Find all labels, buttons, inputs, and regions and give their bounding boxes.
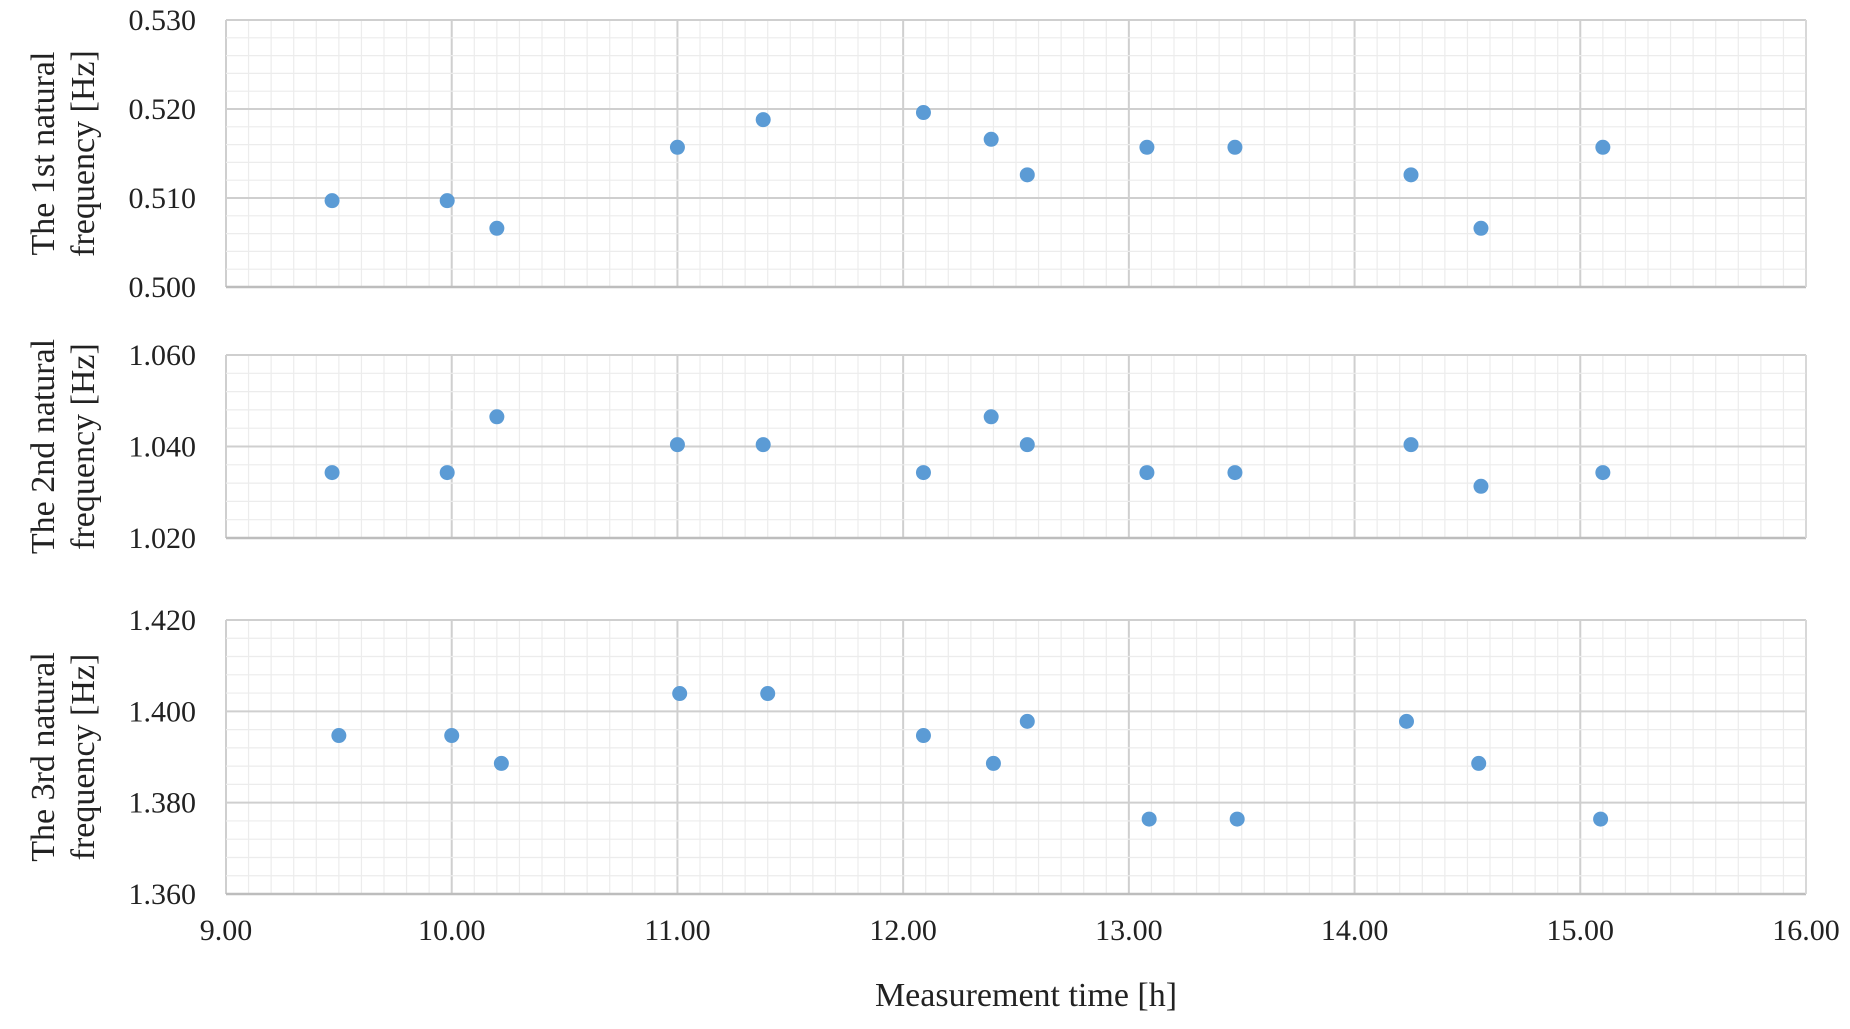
data-point	[672, 686, 688, 702]
data-point	[985, 755, 1001, 771]
y-tick-label: 1.380	[129, 787, 197, 820]
data-point	[439, 465, 455, 481]
data-point	[1139, 139, 1155, 155]
data-point	[915, 465, 931, 481]
y-tick-label: 0.520	[129, 93, 197, 126]
data-point	[1139, 465, 1155, 481]
data-point	[915, 728, 931, 744]
data-point	[1019, 713, 1035, 729]
x-tick-label: 11.00	[644, 914, 710, 947]
y-tick-label: 1.020	[129, 522, 197, 555]
panel-1st-natural-frequency: 0.500 0.510 0.520 0.530 The 1st naturalfrequ…	[25, 4, 1807, 304]
y-tick-label: 1.420	[129, 604, 197, 637]
data-point	[1227, 465, 1243, 481]
y-axis-title-line: The 2nd natural	[25, 339, 62, 554]
data-point	[755, 437, 771, 453]
data-point	[1398, 713, 1414, 729]
data-point	[324, 193, 340, 209]
y-axis-title-line: The 3rd natural	[25, 652, 62, 862]
x-tick-label: 13.00	[1095, 914, 1163, 947]
data-point	[489, 220, 505, 236]
y-axis-title: The 2nd naturalfrequency [Hz]	[25, 339, 102, 554]
y-tick-label: 1.040	[129, 431, 197, 464]
data-point	[1019, 167, 1035, 183]
data-point	[439, 193, 455, 209]
y-tick-label: 0.530	[129, 4, 197, 37]
data-point	[760, 686, 776, 702]
data-point	[983, 409, 999, 425]
y-axis-title-line: frequency [Hz]	[65, 654, 102, 861]
data-point	[1019, 437, 1035, 453]
y-tick-label: 0.500	[129, 271, 197, 304]
data-point	[489, 409, 505, 425]
y-tick-label: 1.060	[129, 339, 197, 372]
x-tick-label: 15.00	[1547, 914, 1615, 947]
data-point	[1229, 811, 1245, 827]
y-axis-title-line: frequency [Hz]	[65, 50, 102, 257]
x-tick-label: 14.00	[1321, 914, 1389, 947]
y-tick-label: 1.360	[129, 878, 197, 911]
data-point	[915, 105, 931, 121]
data-point	[1403, 437, 1419, 453]
data-point	[1403, 167, 1419, 183]
shared-x-axis: 9.00 10.00 11.00 12.00 13.00 14.00 15.00 16.00 M…	[200, 914, 1840, 1014]
data-point	[324, 465, 340, 481]
data-point	[1473, 220, 1489, 236]
data-point	[1471, 755, 1487, 771]
data-point	[331, 728, 347, 744]
panel-3rd-natural-frequency: 1.360 1.380 1.400 1.420 The 3rd naturalfrequ…	[25, 604, 1807, 911]
data-point	[1141, 811, 1157, 827]
data-point	[755, 112, 771, 128]
data-point	[493, 755, 509, 771]
x-tick-label: 16.00	[1772, 914, 1840, 947]
x-tick-label: 9.00	[200, 914, 253, 947]
x-tick-label: 10.00	[418, 914, 486, 947]
data-point	[1595, 465, 1611, 481]
y-axis-title-line: frequency [Hz]	[65, 343, 102, 550]
y-tick-label: 0.510	[129, 182, 197, 215]
data-point	[669, 437, 685, 453]
data-point	[669, 139, 685, 155]
data-point	[983, 131, 999, 147]
y-tick-label: 1.400	[129, 695, 197, 728]
data-point	[1473, 478, 1489, 494]
x-axis-title: Measurement time [h]	[875, 977, 1177, 1014]
data-point	[1227, 139, 1243, 155]
y-axis-title: The 1st naturalfrequency [Hz]	[25, 50, 102, 257]
data-point	[444, 728, 460, 744]
y-axis-title: The 3rd naturalfrequency [Hz]	[25, 652, 102, 862]
data-point	[1595, 139, 1611, 155]
data-point	[1593, 811, 1609, 827]
x-tick-label: 12.00	[869, 914, 937, 947]
panel-2nd-natural-frequency: 1.020 1.040 1.060 The 2nd naturalfrequency …	[25, 339, 1807, 555]
y-axis-title-line: The 1st natural	[25, 52, 62, 256]
